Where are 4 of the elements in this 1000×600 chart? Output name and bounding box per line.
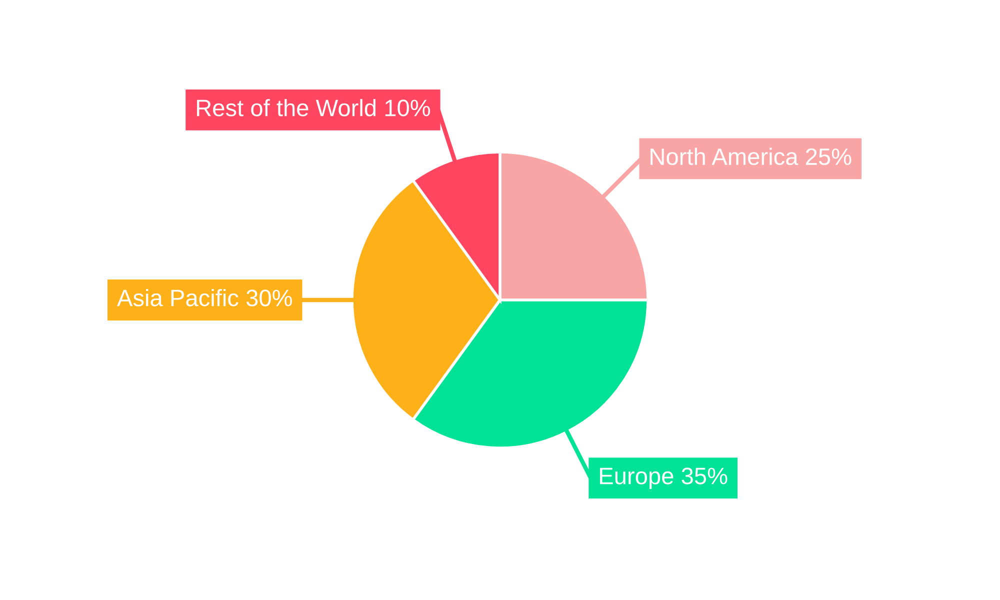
slice-label: North America 25% xyxy=(650,148,852,166)
slice-label: Europe 35% xyxy=(600,468,728,490)
slice-label: Asia Pacific 30% xyxy=(117,288,292,306)
slice-label: Rest of the World 10% xyxy=(197,98,430,116)
